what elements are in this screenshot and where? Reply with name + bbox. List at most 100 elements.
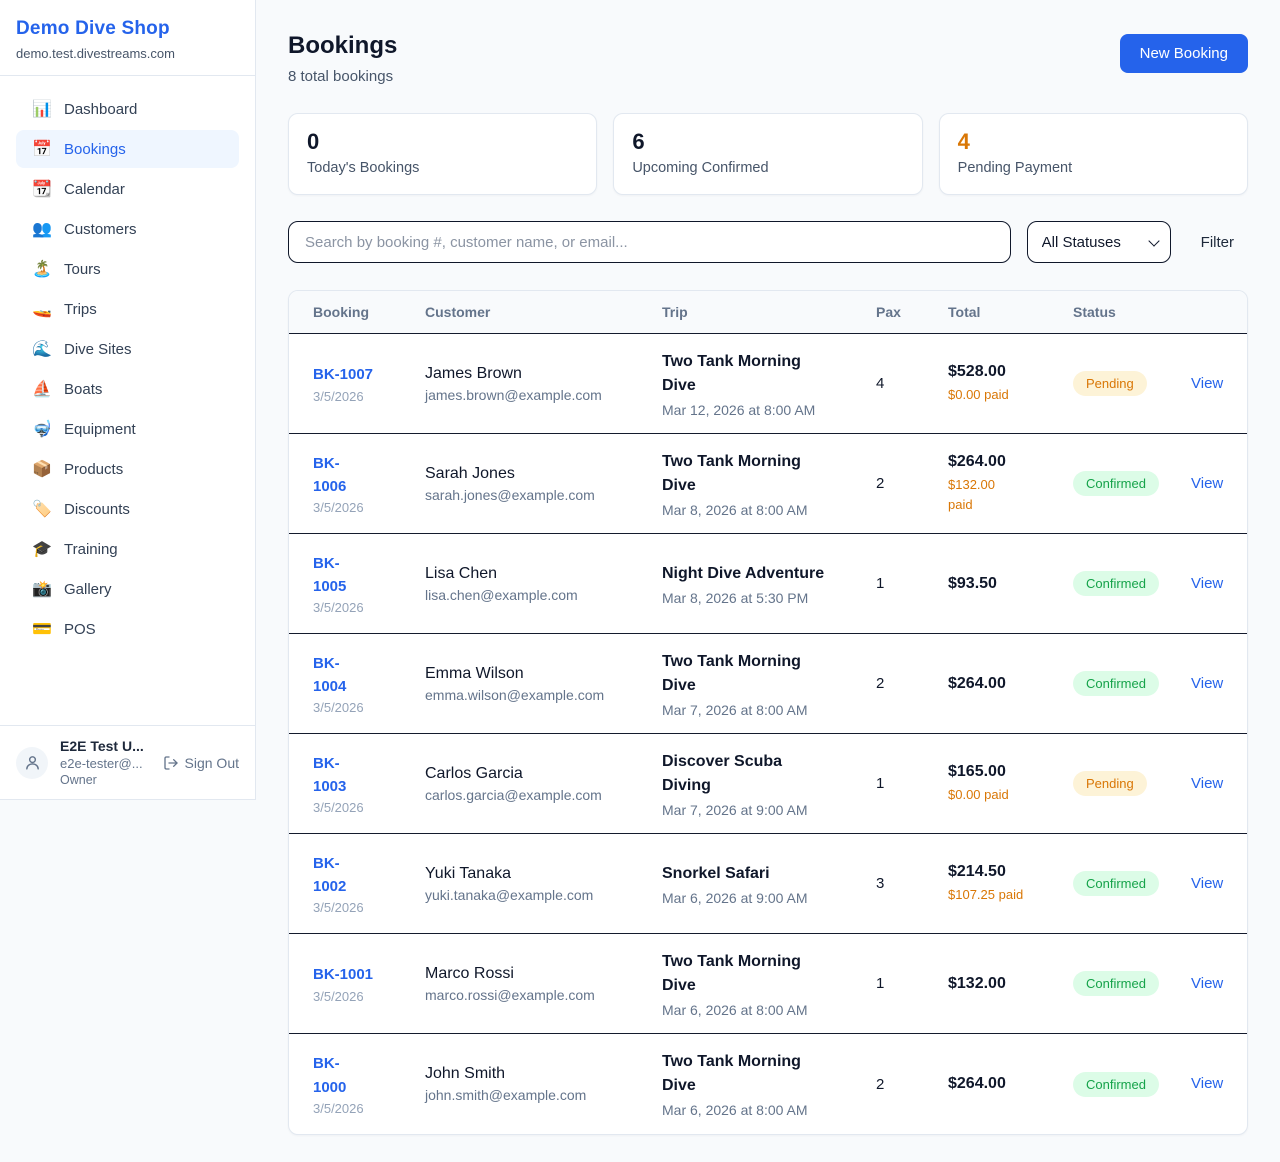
- view-link[interactable]: View: [1191, 874, 1224, 892]
- filter-button[interactable]: Filter: [1187, 234, 1248, 251]
- customer-name: Sarah Jones: [425, 464, 515, 482]
- view-link[interactable]: View: [1191, 1075, 1224, 1092]
- view-link[interactable]: View: [1191, 974, 1224, 992]
- total-amount: $264.00: [948, 1075, 1006, 1092]
- booking-cell: BK- 1004 3/5/2026: [313, 652, 425, 716]
- booking-date: 3/5/2026: [313, 700, 364, 716]
- status-cell: Pending: [1073, 371, 1191, 396]
- booking-cell: BK- 1003 3/5/2026: [313, 752, 425, 816]
- pax-cell: 4: [876, 375, 885, 392]
- sidebar-item-customers[interactable]: 👥 Customers: [16, 210, 239, 248]
- status-cell: Pending: [1073, 771, 1191, 796]
- total-cell: $528.00 $0.00 paid: [948, 363, 1073, 405]
- booking-id-link[interactable]: BK- 1003: [313, 754, 347, 795]
- trip-name: Snorkel Safari: [662, 864, 770, 882]
- customer-cell: Sarah Jones sarah.jones@example.com: [425, 465, 662, 503]
- booking-cell: BK- 1000 3/5/2026: [313, 1052, 425, 1116]
- trip-cell: Two Tank Morning Dive Mar 6, 2026 at 8:0…: [662, 950, 876, 1018]
- total-amount: $528.00: [948, 362, 1006, 380]
- trip-name: Two Tank Morning Dive: [662, 1053, 801, 1094]
- table-row: BK- 1006 3/5/2026 Sarah Jones sarah.jone…: [289, 434, 1247, 534]
- actions-cell: View: [1191, 375, 1223, 393]
- status-badge: Confirmed: [1073, 871, 1159, 896]
- table-header-row: Booking Customer Trip Pax Total Status: [289, 291, 1247, 334]
- credit-card-icon: 💳: [32, 621, 52, 638]
- sidebar-item-dive-sites[interactable]: 🌊 Dive Sites: [16, 330, 239, 368]
- booking-date: 3/5/2026: [313, 500, 364, 516]
- actions-cell: View: [1191, 1075, 1223, 1093]
- column-header-customer: Customer: [425, 304, 491, 320]
- customer-name: Lisa Chen: [425, 564, 498, 582]
- customer-name: Yuki Tanaka: [425, 864, 511, 882]
- sidebar-item-dashboard[interactable]: 📊 Dashboard: [16, 90, 239, 128]
- brand-domain: demo.test.divestreams.com: [16, 46, 175, 61]
- table-row: BK- 1004 3/5/2026 Emma Wilson emma.wilso…: [289, 634, 1247, 734]
- filters-row: All Statuses Filter: [288, 221, 1248, 263]
- customer-cell: Marco Rossi marco.rossi@example.com: [425, 965, 662, 1003]
- status-select[interactable]: All Statuses: [1026, 221, 1171, 263]
- booking-id-link[interactable]: BK- 1004: [313, 654, 347, 695]
- status-badge: Confirmed: [1073, 571, 1159, 596]
- sidebar-item-products[interactable]: 📦 Products: [16, 450, 239, 488]
- sidebar: Demo Dive Shop demo.test.divestreams.com…: [0, 0, 256, 800]
- view-link[interactable]: View: [1191, 774, 1224, 792]
- pax-cell: 1: [876, 775, 885, 792]
- sign-out-label: Sign Out: [184, 754, 239, 771]
- booking-cell: BK- 1002 3/5/2026: [313, 852, 425, 916]
- sidebar-item-gallery[interactable]: 📸 Gallery: [16, 570, 239, 608]
- customer-email: lisa.chen@example.com: [425, 586, 578, 603]
- sidebar-item-trips[interactable]: 🚤 Trips: [16, 290, 239, 328]
- bookings-table: Booking Customer Trip Pax Total Status B…: [288, 290, 1248, 1135]
- booking-date: 3/5/2026: [313, 388, 364, 404]
- speedboat-icon: 🚤: [32, 301, 52, 318]
- sidebar-item-label: Gallery: [64, 580, 112, 598]
- sidebar-item-equipment[interactable]: 🤿 Equipment: [16, 410, 239, 448]
- sidebar-item-tours[interactable]: 🏝️ Tours: [16, 250, 239, 288]
- total-cell: $264.00 $132.00 paid: [948, 453, 1073, 514]
- user-icon: [25, 756, 39, 770]
- customer-cell: Emma Wilson emma.wilson@example.com: [425, 665, 662, 703]
- view-link[interactable]: View: [1191, 674, 1224, 692]
- sidebar-item-bookings[interactable]: 📅 Bookings: [16, 130, 239, 168]
- new-booking-button[interactable]: New Booking: [1119, 34, 1248, 73]
- booking-id-link[interactable]: BK-1001: [313, 966, 374, 984]
- booking-id-link[interactable]: BK- 1006: [313, 454, 347, 495]
- sign-out-button[interactable]: Sign Out: [163, 755, 239, 771]
- status-badge: Confirmed: [1073, 1071, 1159, 1097]
- table-body: BK-1007 3/5/2026 James Brown james.brown…: [289, 334, 1247, 1134]
- booking-cell: BK- 1005 3/5/2026: [313, 552, 425, 616]
- total-cell: $214.50 $107.25 paid: [948, 863, 1073, 905]
- sidebar-item-label: Bookings: [64, 140, 126, 158]
- total-amount: $214.50: [948, 862, 1006, 880]
- sidebar-item-calendar[interactable]: 📆 Calendar: [16, 170, 239, 208]
- stat-card-upcoming-confirmed: 6 Upcoming Confirmed: [613, 113, 923, 195]
- sidebar-item-training[interactable]: 🎓 Training: [16, 530, 239, 568]
- sidebar-item-discounts[interactable]: 🏷️ Discounts: [16, 490, 239, 528]
- trip-datetime: Mar 7, 2026 at 8:00 AM: [662, 701, 808, 718]
- booking-id-link[interactable]: BK-1007: [313, 366, 374, 384]
- trip-datetime: Mar 6, 2026 at 9:00 AM: [662, 889, 808, 906]
- sidebar-item-label: Training: [64, 540, 118, 558]
- booking-id-link[interactable]: BK- 1000: [313, 1055, 347, 1096]
- calendar-icon: 📅: [32, 141, 52, 158]
- page-subtitle: 8 total bookings: [288, 68, 394, 85]
- sidebar-item-pos[interactable]: 💳 POS: [16, 610, 239, 648]
- status-badge: Confirmed: [1073, 971, 1159, 996]
- sidebar-item-label: POS: [64, 620, 96, 638]
- total-cell: $93.50: [948, 575, 1073, 593]
- total-cell: $264.00: [948, 675, 1073, 693]
- trip-cell: Two Tank Morning Dive Mar 8, 2026 at 8:0…: [662, 450, 876, 518]
- view-link[interactable]: View: [1191, 374, 1224, 392]
- booking-id-link[interactable]: BK- 1005: [313, 554, 347, 595]
- trip-cell: Snorkel Safari Mar 6, 2026 at 9:00 AM: [662, 862, 876, 906]
- actions-cell: View: [1191, 675, 1223, 693]
- booking-id-link[interactable]: BK- 1002: [313, 854, 347, 895]
- booking-cell: BK- 1006 3/5/2026: [313, 452, 425, 516]
- view-link[interactable]: View: [1191, 474, 1224, 492]
- sidebar-item-boats[interactable]: ⛵ Boats: [16, 370, 239, 408]
- booking-date: 3/5/2026: [313, 1100, 364, 1116]
- search-input[interactable]: [288, 221, 1011, 263]
- view-link[interactable]: View: [1191, 574, 1224, 592]
- actions-cell: View: [1191, 775, 1223, 793]
- status-cell: Confirmed: [1073, 671, 1191, 696]
